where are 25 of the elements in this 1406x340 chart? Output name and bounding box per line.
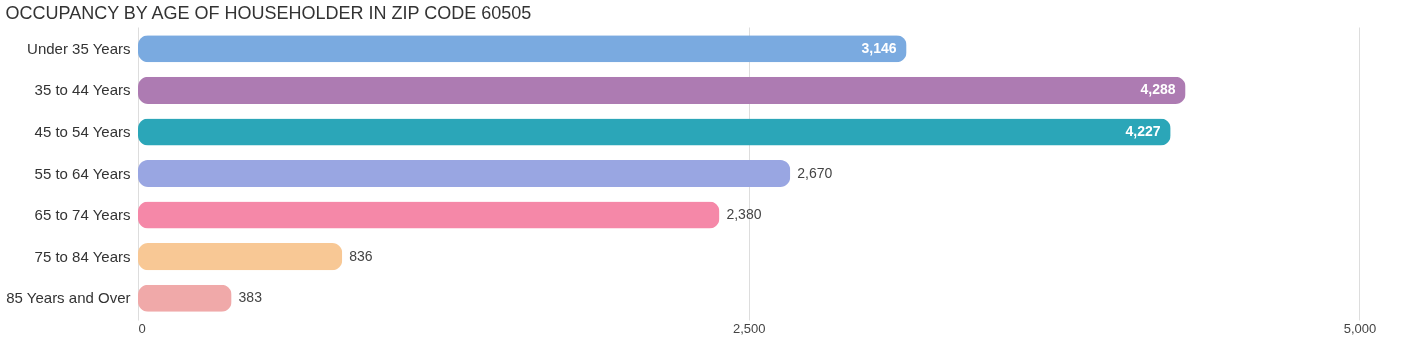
y-tick-label: Under 35 Years xyxy=(27,39,131,57)
bar xyxy=(138,118,1171,146)
bar xyxy=(138,159,791,188)
bar xyxy=(138,284,232,312)
bar xyxy=(138,201,720,229)
x-tick-label: 2,500 xyxy=(732,320,766,336)
data-label: 383 xyxy=(238,289,263,306)
chart-title: OCCUPANCY BY AGE OF HOUSEHOLDER IN ZIP CODE 60505 xyxy=(5,3,532,23)
data-label: 4,288 xyxy=(1140,81,1176,98)
bar xyxy=(138,243,343,271)
y-tick-label: 85 Years and Over xyxy=(6,289,131,307)
data-label: 2,380 xyxy=(726,206,762,223)
bar xyxy=(138,76,1186,104)
data-label: 2,670 xyxy=(797,164,833,181)
y-tick-label: 55 to 64 Years xyxy=(34,164,131,182)
bar xyxy=(138,35,907,63)
y-tick-label: 45 to 54 Years xyxy=(34,122,131,140)
y-tick-label: 35 to 44 Years xyxy=(34,81,131,99)
x-tick-label: 5,000 xyxy=(1343,320,1377,336)
data-label: 3,146 xyxy=(861,39,897,56)
data-label: 4,227 xyxy=(1125,122,1161,139)
y-tick-label: 75 to 84 Years xyxy=(34,247,131,265)
data-label: 836 xyxy=(349,247,373,264)
x-tick-label: 0 xyxy=(138,320,146,336)
y-tick-label: 65 to 74 Years xyxy=(34,206,131,224)
